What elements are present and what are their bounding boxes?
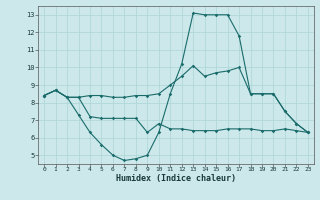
X-axis label: Humidex (Indice chaleur): Humidex (Indice chaleur) (116, 174, 236, 183)
